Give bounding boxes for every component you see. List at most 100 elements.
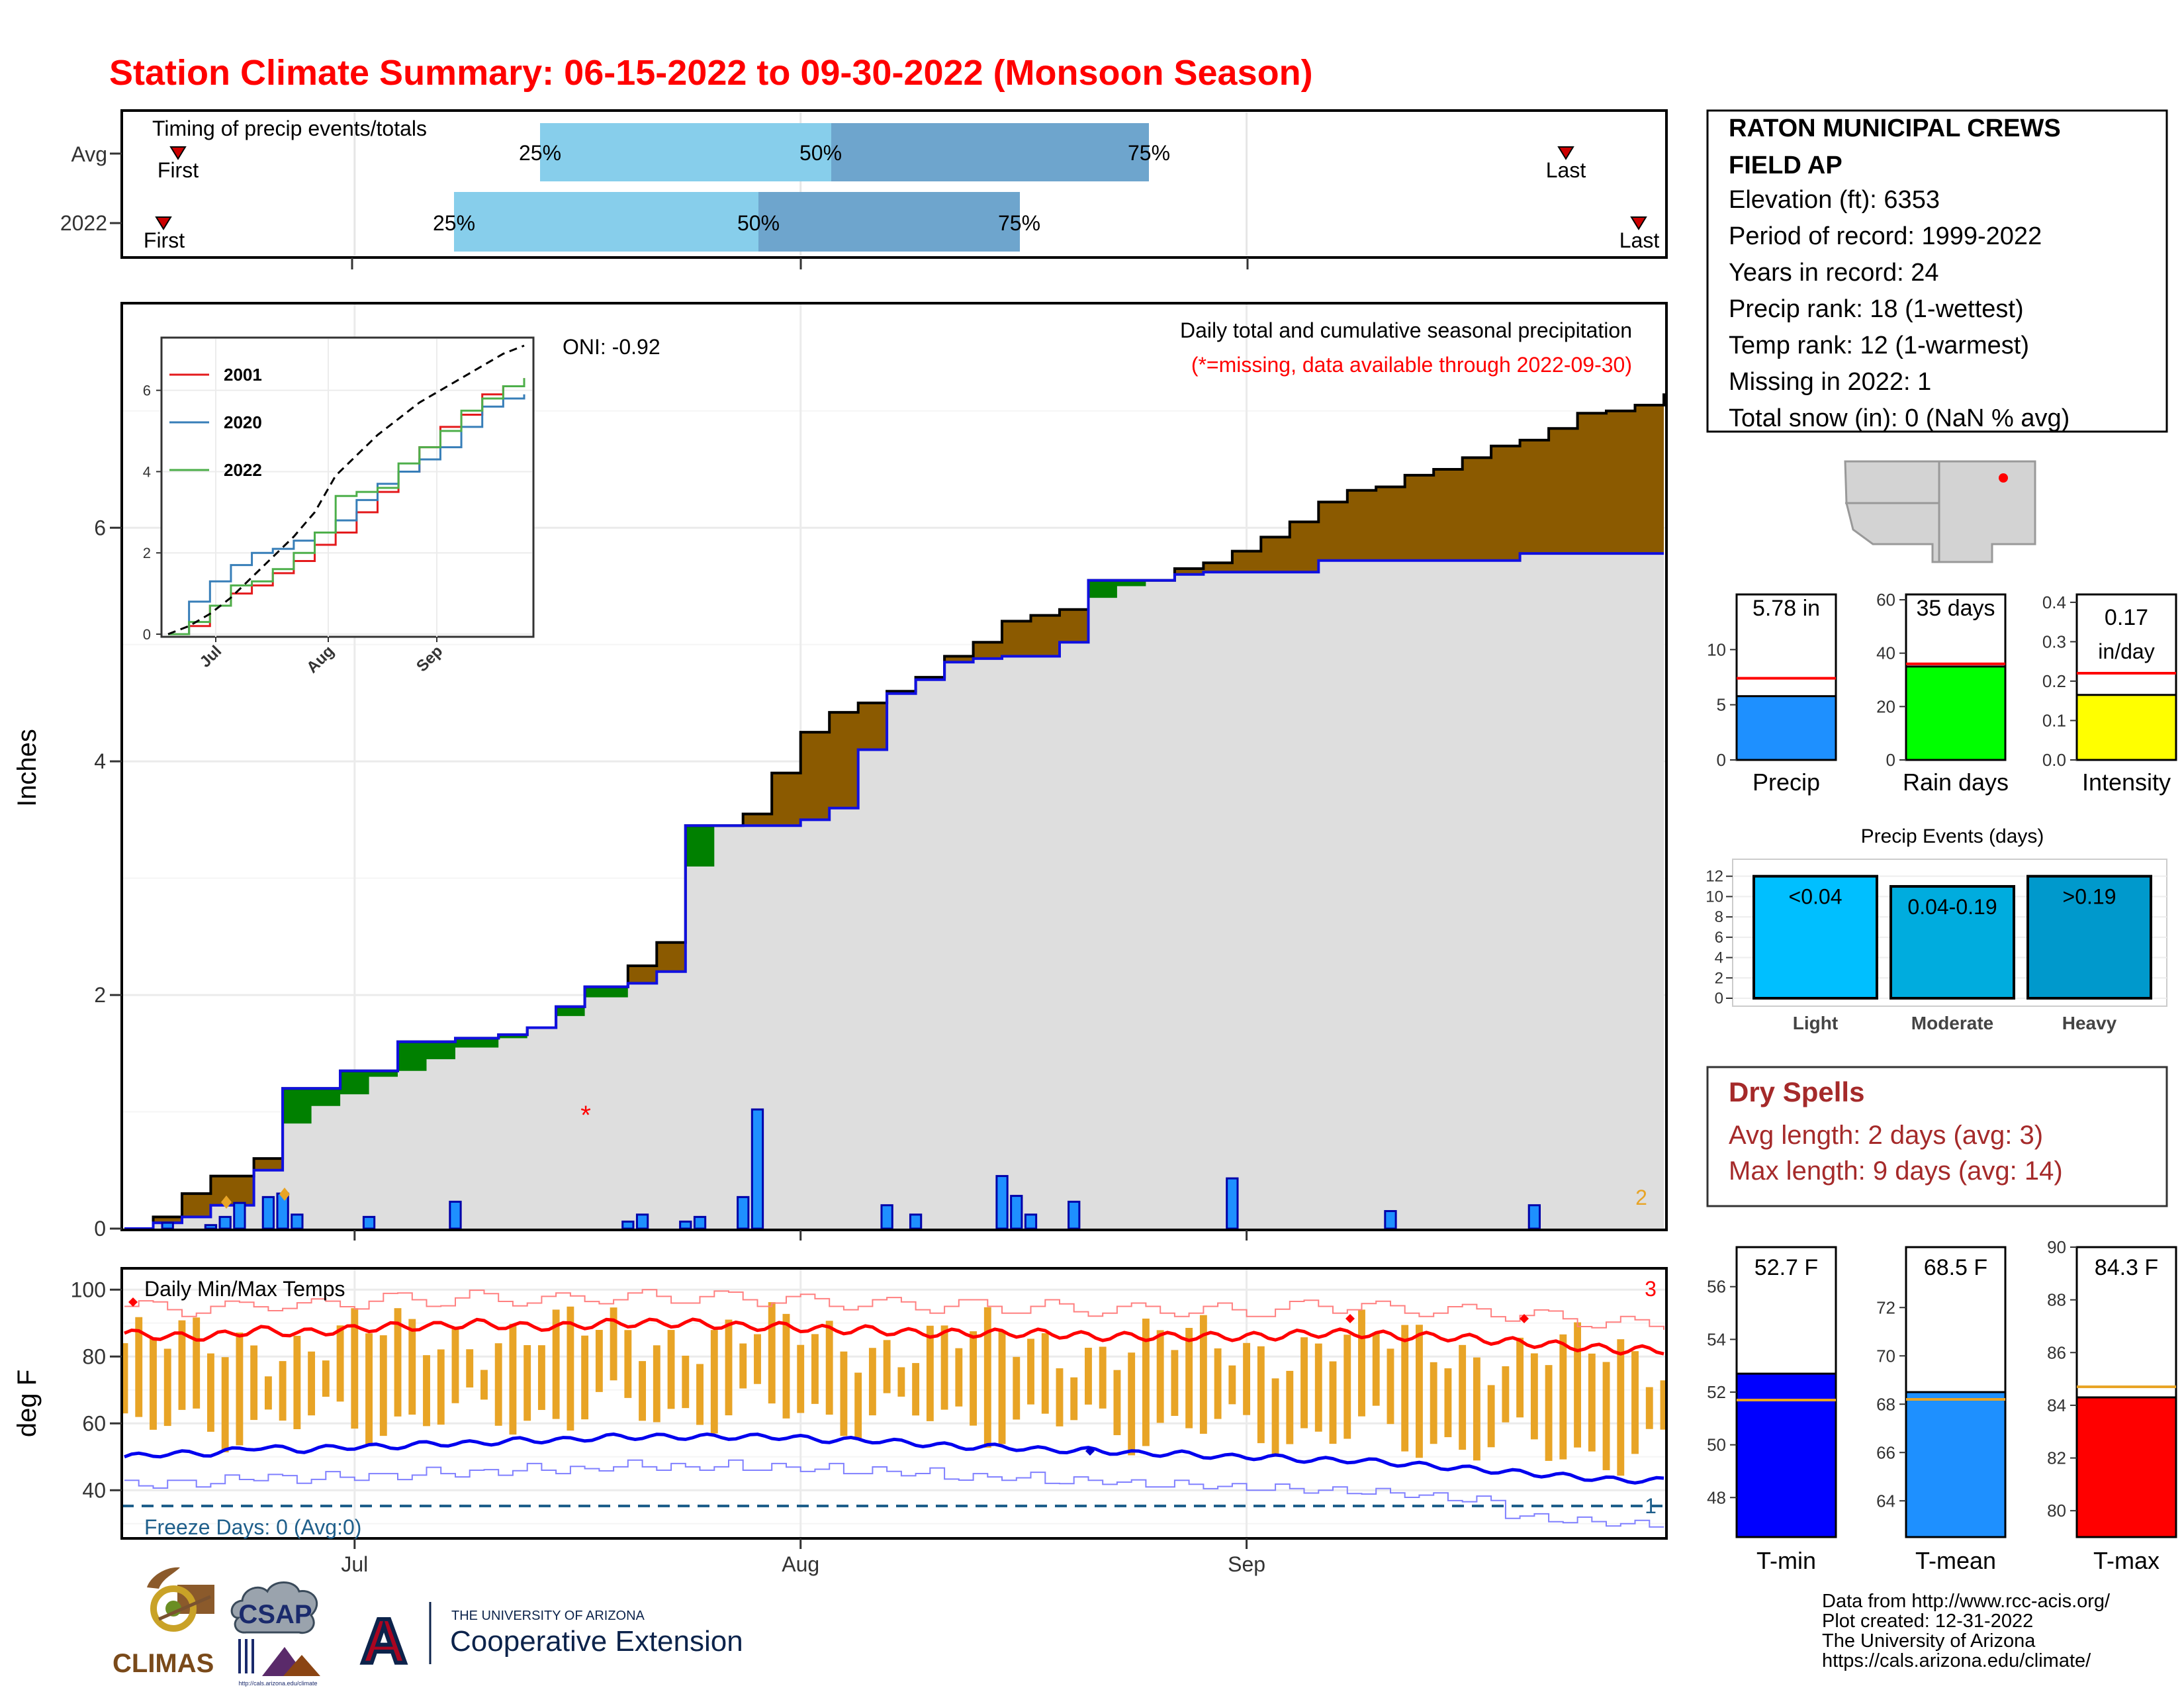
timing-2022-bar-low	[454, 192, 758, 252]
daily-temp-bar	[1502, 1366, 1510, 1423]
daily-temp-bar	[120, 1343, 128, 1414]
tmin-summary-label: T-min	[1756, 1547, 1816, 1574]
temp-ylabel: deg F	[13, 1370, 42, 1437]
daily-temp-bar	[1444, 1368, 1452, 1438]
dry-spells-max: Max length: 9 days (avg: 14)	[1729, 1156, 2063, 1186]
orange-marker-2	[279, 1188, 290, 1201]
avg-min-line	[124, 1432, 1664, 1485]
daily-temp-bar	[523, 1345, 531, 1421]
avg-p25-label: 25%	[519, 141, 561, 165]
daily-temp-bar	[1516, 1337, 1524, 1418]
daily-temp-bar	[1243, 1342, 1251, 1415]
daily-temp-bar	[365, 1333, 373, 1446]
events-bar-light	[1752, 874, 1878, 1000]
legend-label-2020: 2020	[224, 412, 262, 432]
tmin-summary-ytick-label: 48	[1707, 1487, 1726, 1507]
events-category-label: Moderate	[1911, 1013, 1993, 1033]
daily-temp-bar	[509, 1323, 517, 1435]
daily-temp-bar	[983, 1307, 991, 1448]
tmin-summary-ytick-label: 52	[1707, 1382, 1726, 1402]
station-years: Years in record: 24	[1729, 259, 1939, 287]
missing-marker: *	[580, 1101, 591, 1130]
tmean-summary-value: 68.5 F	[1924, 1255, 1987, 1280]
timing-avg-bar-low	[540, 123, 831, 181]
intensity-summary-ytick-label: 0.2	[2042, 671, 2066, 691]
daily-precip-bar	[1010, 1195, 1023, 1230]
raindays-summary-label: Rain days	[1903, 769, 2009, 796]
2022-p25-label: 25%	[433, 211, 475, 235]
daily-precip-bar	[737, 1196, 750, 1230]
intensity-summary-unit: in/day	[2098, 639, 2154, 663]
daily-precip-bar	[218, 1215, 232, 1230]
daily-temp-bar	[1041, 1333, 1049, 1414]
missing-count: 2	[1635, 1186, 1647, 1209]
climas-text: CLIMAS	[113, 1649, 214, 1678]
record-low-line	[124, 1459, 1664, 1528]
daily-temp-bar	[754, 1334, 761, 1384]
timing-label: Timing of precip events/totals	[152, 117, 427, 140]
daily-temp-bar	[236, 1333, 244, 1446]
temp-ytick-label: 40	[82, 1478, 106, 1502]
raindays-summary-ytick-label: 60	[1876, 590, 1895, 610]
temp-xtick-label: Jul	[341, 1552, 368, 1576]
daily-temp-bar	[739, 1343, 747, 1389]
daily-precip-bar	[1024, 1213, 1038, 1230]
precip-summary-value: 5.78 in	[1752, 596, 1820, 621]
daily-temp-bar	[163, 1348, 171, 1427]
daily-temp-bar	[451, 1328, 459, 1403]
intensity-summary-ytick-label: 0.4	[2042, 592, 2066, 612]
legend-label-2022: 2022	[224, 460, 262, 480]
daily-temp-bar	[567, 1306, 574, 1431]
daily-temp-bar	[1487, 1385, 1495, 1448]
daily-precip-bar	[261, 1196, 275, 1230]
daily-temp-bar	[423, 1355, 430, 1427]
avg-last-marker	[1557, 146, 1574, 160]
record-high-count: 3	[1645, 1277, 1657, 1301]
daily-temp-bar	[552, 1309, 560, 1419]
daily-temp-bar	[595, 1330, 603, 1392]
daily-temp-bar	[768, 1302, 776, 1404]
station-elevation: Elevation (ft): 6353	[1729, 186, 1940, 214]
daily-temp-bar	[1027, 1338, 1034, 1405]
daily-temp-bar	[1588, 1353, 1596, 1452]
inset-line-avg	[167, 344, 525, 635]
daily-temp-bar	[1286, 1370, 1294, 1444]
tmean-summary-label: T-mean	[1915, 1547, 1996, 1574]
daily-temp-bar	[854, 1372, 862, 1439]
dry-spells-avg: Avg length: 2 days (avg: 3)	[1729, 1121, 2043, 1150]
daily-precip-bar	[693, 1215, 707, 1230]
intensity-summary-ytick-label: 0.1	[2042, 710, 2066, 730]
intensity-summary-value: 0.17	[2105, 605, 2148, 630]
events-bar-label: 0.04-0.19	[1907, 895, 1997, 919]
daily-temp-bar	[696, 1364, 704, 1425]
2022-first-marker	[155, 216, 172, 230]
avg-last-label: Last	[1546, 158, 1586, 182]
daily-precip-bar	[291, 1213, 304, 1230]
intensity-summary-ytick-label: 0.0	[2042, 750, 2066, 770]
temp-panel-title: Daily Min/Max Temps	[144, 1277, 345, 1301]
tmax-summary-ytick-label: 86	[2047, 1342, 2066, 1362]
daily-temp-bar	[1401, 1325, 1409, 1452]
2022-first-label: First	[144, 228, 185, 252]
events-bar-heavy	[2026, 874, 2152, 1000]
daily-precip-bar	[909, 1213, 923, 1230]
daily-temp-bar	[1056, 1368, 1064, 1427]
daily-temp-bar	[394, 1308, 402, 1417]
events-ytick-label: 0	[1715, 990, 1723, 1008]
avg-first-marker	[169, 146, 187, 160]
raindays-summary-ytick-label: 0	[1886, 750, 1895, 770]
ua-big: Cooperative Extension	[450, 1625, 743, 1658]
daily-temp-bar	[279, 1361, 287, 1421]
tmin-summary-ytick-label: 54	[1707, 1329, 1726, 1349]
precip-summary-ytick-label: 10	[1707, 639, 1726, 659]
daily-temp-bar	[868, 1348, 876, 1416]
daily-temp-bar	[1343, 1335, 1351, 1439]
daily-temp-bar	[135, 1317, 143, 1417]
tmin-summary-value: 52.7 F	[1754, 1255, 1818, 1280]
precip-frame	[120, 302, 1668, 1231]
daily-temp-bar	[1631, 1351, 1639, 1454]
record-low-marker	[1085, 1446, 1095, 1456]
daily-temp-bar	[1171, 1350, 1179, 1416]
precip-ytick-label: 2	[94, 983, 106, 1007]
